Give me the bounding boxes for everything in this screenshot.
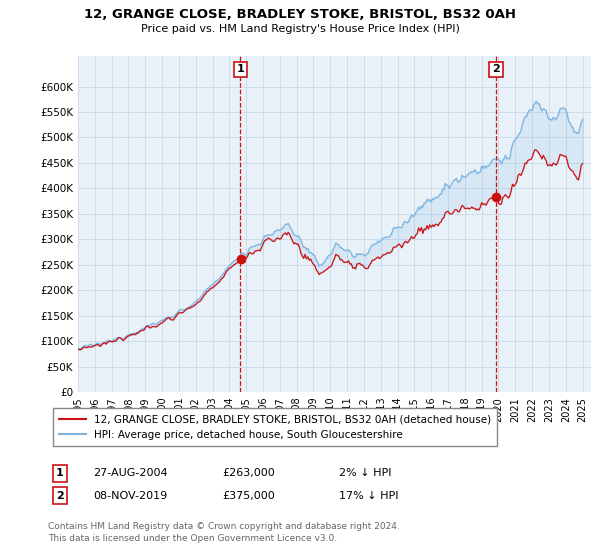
Text: 08-NOV-2019: 08-NOV-2019 [93,491,167,501]
Text: 1: 1 [56,468,64,478]
Text: £263,000: £263,000 [222,468,275,478]
Text: Price paid vs. HM Land Registry's House Price Index (HPI): Price paid vs. HM Land Registry's House … [140,24,460,34]
Legend: 12, GRANGE CLOSE, BRADLEY STOKE, BRISTOL, BS32 0AH (detached house), HPI: Averag: 12, GRANGE CLOSE, BRADLEY STOKE, BRISTOL… [53,408,497,446]
Text: 27-AUG-2004: 27-AUG-2004 [93,468,167,478]
Text: Contains HM Land Registry data © Crown copyright and database right 2024.: Contains HM Land Registry data © Crown c… [48,522,400,531]
Text: 2: 2 [492,64,500,74]
Text: 2% ↓ HPI: 2% ↓ HPI [339,468,391,478]
Text: 12, GRANGE CLOSE, BRADLEY STOKE, BRISTOL, BS32 0AH: 12, GRANGE CLOSE, BRADLEY STOKE, BRISTOL… [84,8,516,21]
Text: £375,000: £375,000 [222,491,275,501]
Text: This data is licensed under the Open Government Licence v3.0.: This data is licensed under the Open Gov… [48,534,337,543]
Text: 17% ↓ HPI: 17% ↓ HPI [339,491,398,501]
Text: 1: 1 [236,64,244,74]
Text: 2: 2 [56,491,64,501]
